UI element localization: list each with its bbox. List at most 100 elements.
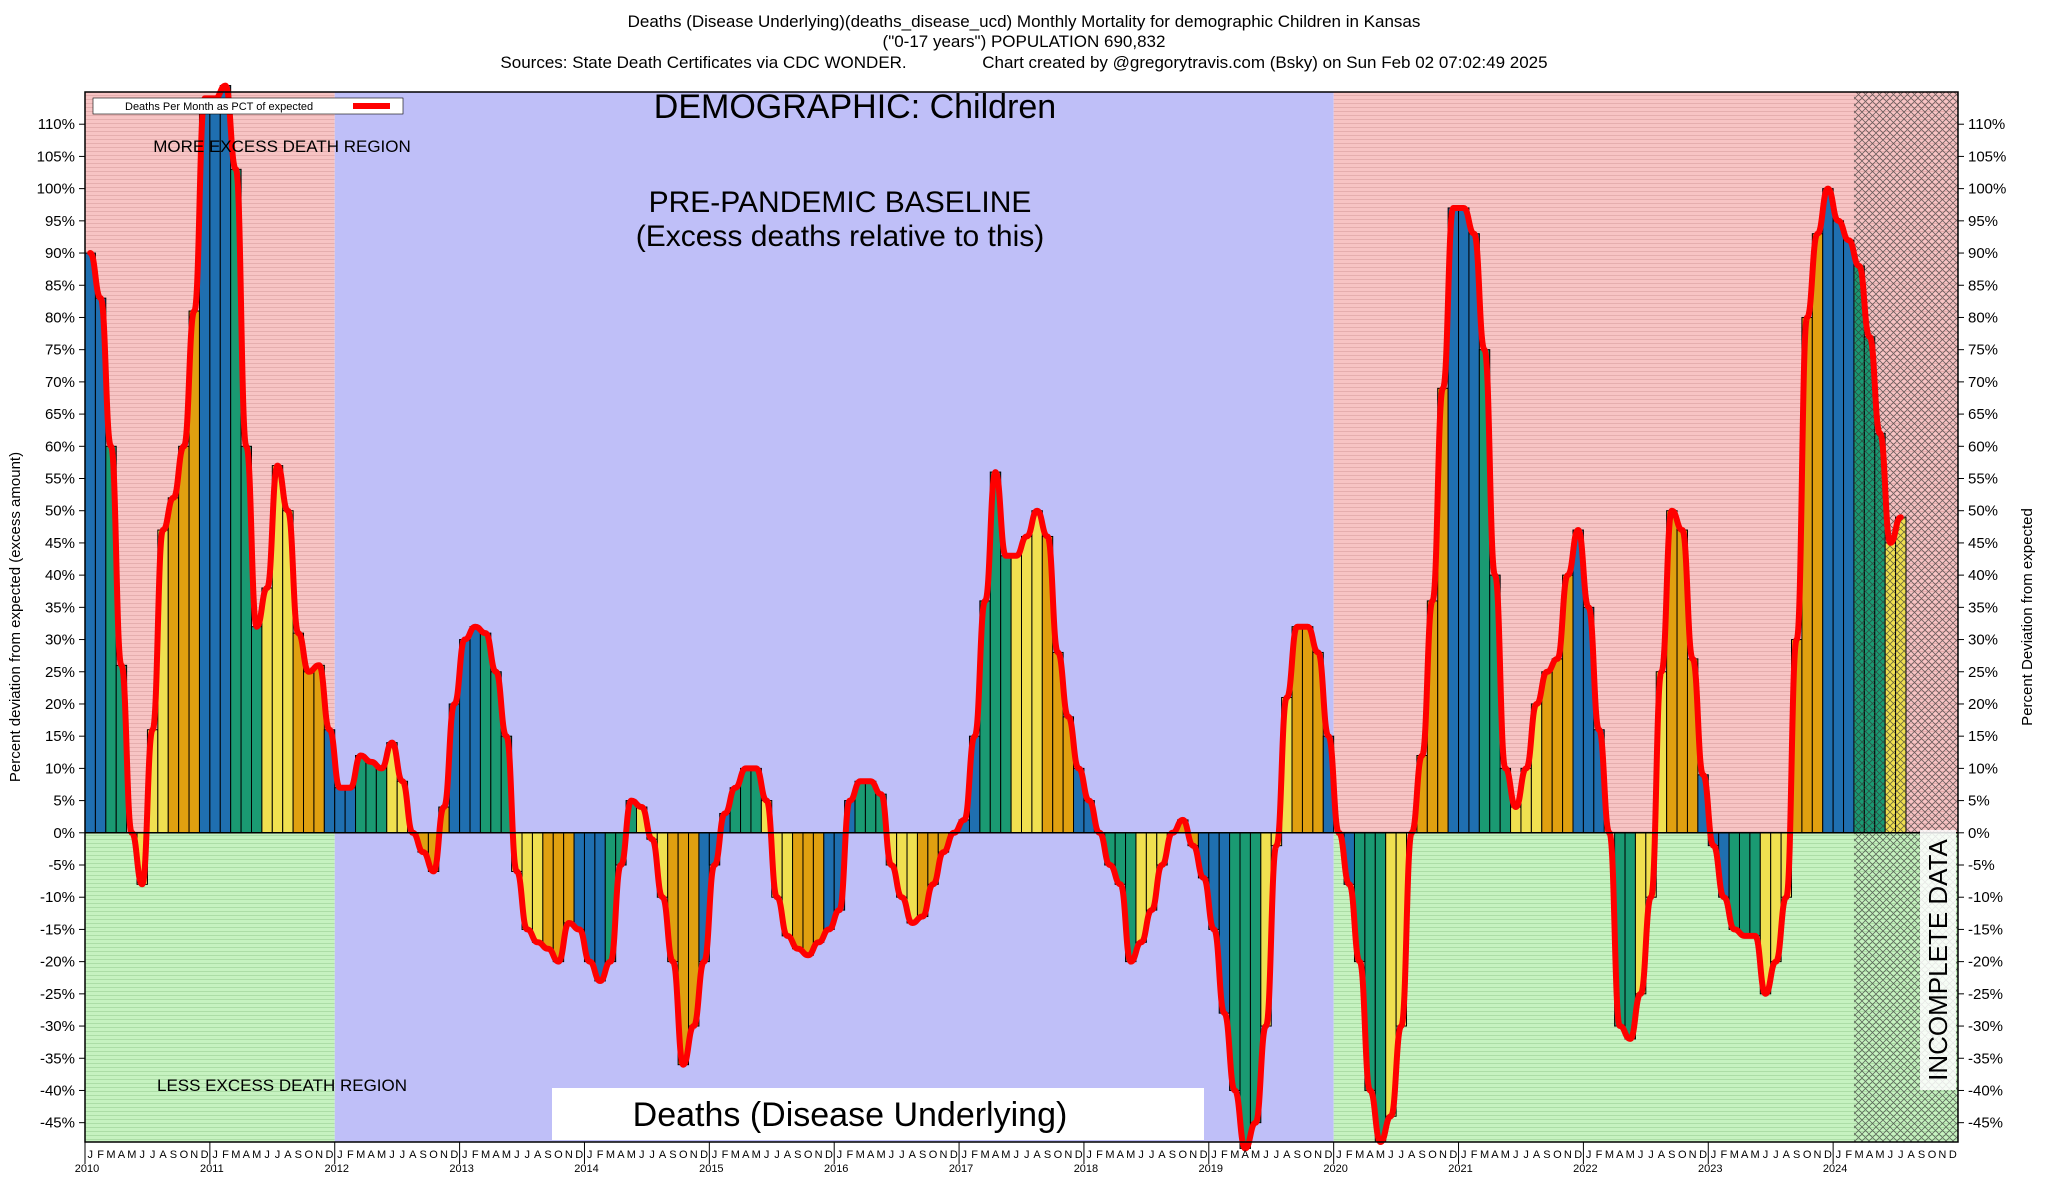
x-tick-month: O (1553, 1149, 1562, 1161)
bar (1832, 220, 1845, 834)
x-tick-month: J (712, 1149, 718, 1161)
bar (1000, 555, 1012, 834)
bar (469, 626, 481, 834)
less-excess-region (85, 832, 335, 1142)
y-tick-label-left: 25% (45, 664, 75, 681)
y-tick-label-left: 50% (45, 503, 75, 520)
x-tick-month: O (1803, 1149, 1812, 1161)
y-tick-label-left: -30% (40, 1018, 75, 1035)
y-tick-label-right: -10% (1968, 889, 2003, 906)
x-tick-month: J (1263, 1149, 1269, 1161)
y-tick-label-right: 35% (1968, 599, 1998, 616)
x-tick-month: A (1408, 1149, 1416, 1161)
x-tick-month: S (1044, 1149, 1051, 1161)
x-tick-month: O (429, 1149, 438, 1161)
bar (792, 832, 804, 950)
x-tick-month: A (243, 1149, 251, 1161)
bar (1510, 806, 1522, 834)
x-tick-month: O (1928, 1149, 1937, 1161)
bottom-title-box (552, 1088, 1204, 1140)
x-tick-month: D (450, 1149, 458, 1161)
x-tick-month: J (1888, 1149, 1894, 1161)
x-tick-month: J (1024, 1149, 1030, 1161)
chart-header-line-3: Sources: State Death Certificates via CD… (0, 53, 2048, 73)
x-tick-month: M (980, 1149, 989, 1161)
x-tick-month: N (1439, 1149, 1447, 1161)
y-tick-label-right: -5% (1968, 857, 1995, 874)
x-tick-month: O (1179, 1149, 1188, 1161)
x-tick-month: S (669, 1149, 676, 1161)
x-tick-month: J (587, 1149, 593, 1161)
bar (365, 761, 377, 834)
x-tick-month: M (876, 1149, 885, 1161)
x-tick-month: J (1461, 1149, 1467, 1161)
y-tick-label-right: 30% (1968, 632, 1998, 649)
x-tick-month: O (679, 1149, 688, 1161)
y-tick-label-right: -35% (1968, 1050, 2003, 1067)
chart-labels: Deaths Per Month as PCT of expected DEMOG… (92, 88, 1956, 1140)
x-tick-month: J (389, 1149, 395, 1161)
x-tick-month: A (534, 1149, 542, 1161)
x-tick-month: F (1721, 1149, 1728, 1161)
x-tick-month: M (752, 1149, 761, 1161)
x-tick-month: A (1033, 1149, 1041, 1161)
x-tick-month: M (1501, 1149, 1510, 1161)
x-tick-month: O (929, 1149, 938, 1161)
x-tick-month: A (409, 1149, 417, 1161)
x-tick-month: O (1428, 1149, 1437, 1161)
x-tick-month: J (264, 1149, 270, 1161)
x-tick-month: F (597, 1149, 604, 1161)
x-tick-month: O (1054, 1149, 1063, 1161)
x-tick-month: J (1773, 1149, 1779, 1161)
x-tick-month: J (1836, 1149, 1842, 1161)
x-tick-month: J (139, 1149, 145, 1161)
x-tick-year: 2013 (449, 1163, 473, 1175)
y-axis-title-left: Percent deviation from expected (excess … (7, 452, 24, 782)
x-tick-month: M (1376, 1149, 1385, 1161)
x-tick-month: J (1149, 1149, 1155, 1161)
x-tick-month: A (992, 1149, 1000, 1161)
y-tick-label-right: 90% (1968, 245, 1998, 262)
bar (802, 832, 814, 956)
bar (542, 832, 554, 950)
y-tick-label-right: -45% (1968, 1115, 2003, 1132)
x-tick-month: A (1533, 1149, 1541, 1161)
x-tick-month: J (1711, 1149, 1717, 1161)
x-tick-month: F (1346, 1149, 1353, 1161)
x-tick-month: M (1230, 1149, 1239, 1161)
x-tick-month: A (1741, 1149, 1749, 1161)
bar (531, 832, 544, 943)
x-tick-year: 2012 (324, 1163, 348, 1175)
bar (344, 787, 357, 834)
y-tick-label-left: 35% (45, 599, 75, 616)
bar (1010, 555, 1022, 834)
baseline-region (334, 92, 1334, 1142)
x-tick-month: A (1117, 1149, 1125, 1161)
x-tick-month: A (659, 1149, 667, 1161)
bar (292, 632, 305, 834)
x-tick-month: N (1314, 1149, 1322, 1161)
bar (261, 587, 273, 834)
y-tick-label-left: 65% (45, 406, 75, 423)
x-tick-month: A (367, 1149, 375, 1161)
x-tick-month: N (1938, 1149, 1946, 1161)
x-tick-month: J (639, 1149, 645, 1161)
x-tick-month: D (950, 1149, 958, 1161)
x-tick-month: A (1366, 1149, 1374, 1161)
x-tick-month: J (1898, 1149, 1904, 1161)
x-tick-month: D (575, 1149, 583, 1161)
x-tick-month: D (825, 1149, 833, 1161)
x-tick-month: S (295, 1149, 302, 1161)
x-tick-month: J (1638, 1149, 1644, 1161)
x-tick-month: J (1586, 1149, 1592, 1161)
x-tick-month: M (1605, 1149, 1614, 1161)
x-tick-month: J (962, 1149, 968, 1161)
incomplete-data-label: INCOMPLETE DATA (1923, 838, 1953, 1080)
y-tick-label-right: 5% (1968, 793, 1990, 810)
bar (563, 832, 575, 924)
x-tick-year: 2022 (1573, 1163, 1597, 1175)
bar (1031, 510, 1043, 834)
x-tick-month: J (1648, 1149, 1654, 1161)
x-tick-month: M (1105, 1149, 1114, 1161)
x-tick-month: J (87, 1149, 93, 1161)
